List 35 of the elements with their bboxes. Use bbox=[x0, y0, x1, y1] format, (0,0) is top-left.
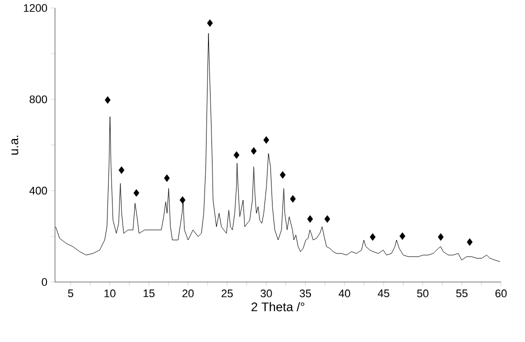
x-tick-label: 50 bbox=[417, 290, 428, 298]
x-tick-label: 55 bbox=[456, 290, 468, 298]
y-tick-label: 400 bbox=[29, 186, 48, 195]
point bbox=[118, 166, 124, 174]
point bbox=[280, 171, 286, 179]
point bbox=[307, 215, 313, 223]
y-tick-label: 1200 bbox=[24, 4, 48, 12]
point bbox=[466, 238, 473, 246]
x-tick-label: 35 bbox=[300, 290, 312, 298]
point bbox=[180, 196, 186, 204]
point bbox=[234, 151, 240, 159]
x-tick-label: 15 bbox=[144, 290, 155, 298]
x-tick-label: 25 bbox=[222, 290, 233, 298]
y-tick-label: 800 bbox=[30, 95, 48, 104]
point bbox=[400, 232, 406, 240]
x-tick-label: 20 bbox=[182, 290, 194, 298]
x-tick-label: 60 bbox=[495, 290, 507, 298]
x-tick-label: 45 bbox=[378, 290, 390, 298]
point bbox=[290, 195, 296, 203]
point bbox=[164, 174, 170, 182]
point bbox=[133, 189, 140, 197]
point bbox=[104, 96, 111, 104]
point bbox=[263, 136, 270, 144]
point bbox=[207, 19, 213, 27]
point bbox=[250, 147, 257, 155]
x-tick-label: 5 bbox=[68, 290, 74, 298]
x-tick-label: 30 bbox=[260, 290, 272, 298]
point bbox=[370, 233, 376, 241]
y-tick-label: 0 bbox=[42, 278, 48, 286]
point bbox=[438, 233, 444, 241]
point bbox=[324, 215, 330, 223]
y-axis-title: u.a. bbox=[11, 136, 18, 155]
x-tick-label: 10 bbox=[104, 290, 116, 298]
x-tick-label: 40 bbox=[338, 290, 350, 298]
x-axis-title: 2 Theta /° bbox=[252, 302, 304, 312]
